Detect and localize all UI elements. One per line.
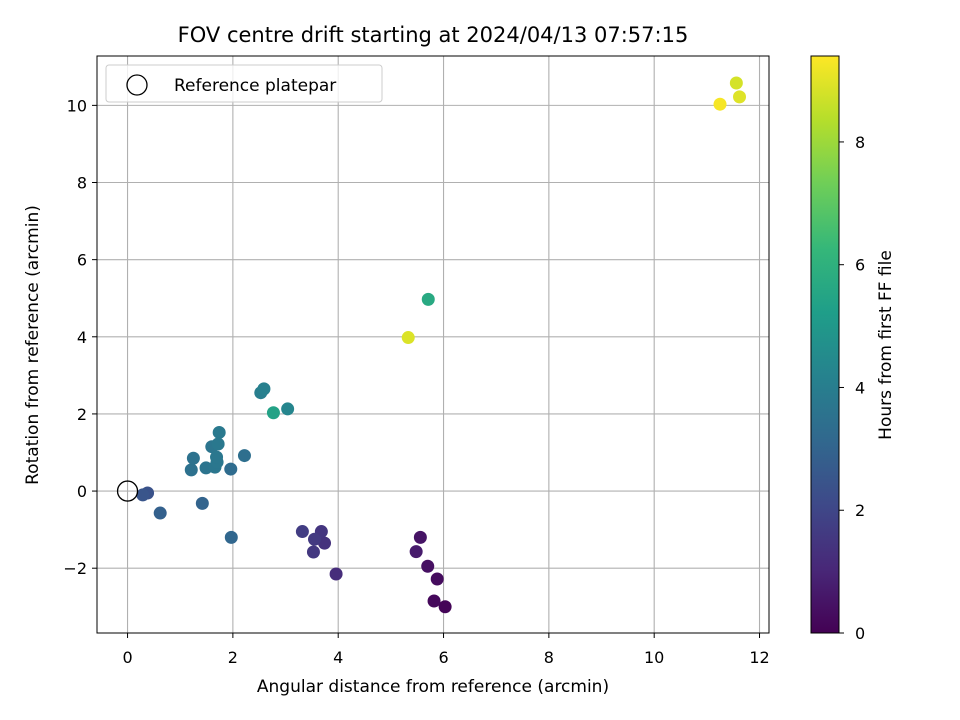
data-point xyxy=(211,437,225,451)
x-axis-ticks: 0 2 4 6 8 10 12 xyxy=(122,633,770,667)
y-tick-label: −2 xyxy=(63,559,87,578)
data-point xyxy=(430,572,444,586)
x-tick-label: 2 xyxy=(228,648,238,667)
colorbar-tick-label: 0 xyxy=(855,624,865,643)
data-point xyxy=(295,525,309,539)
data-point xyxy=(329,567,343,581)
y-axis-ticks: −2 0 2 4 6 8 10 xyxy=(63,96,97,578)
data-point xyxy=(195,496,209,510)
reference-platepar-marker xyxy=(116,480,139,502)
data-point xyxy=(733,90,747,104)
y-tick-label: 2 xyxy=(77,405,87,424)
colorbar: 0 2 4 6 8 Hours from first FF file xyxy=(810,55,896,643)
x-axis-label: Angular distance from reference (arcmin) xyxy=(257,677,609,697)
data-point xyxy=(713,97,727,111)
data-point xyxy=(318,536,332,550)
data-point xyxy=(729,76,743,90)
y-tick-label: 6 xyxy=(77,251,87,270)
y-tick-label: 10 xyxy=(67,96,87,115)
colorbar-ticks: 0 2 4 6 8 xyxy=(839,133,865,643)
data-point xyxy=(281,402,295,416)
data-point xyxy=(413,530,427,544)
data-point xyxy=(153,506,167,520)
legend: Reference platepar xyxy=(105,64,383,103)
x-tick-label: 10 xyxy=(644,648,664,667)
data-point xyxy=(308,532,322,546)
data-point xyxy=(224,530,238,544)
data-point xyxy=(401,331,415,345)
legend-box xyxy=(105,64,383,103)
colorbar-gradient xyxy=(810,55,840,634)
data-point xyxy=(212,425,226,439)
data-point xyxy=(427,594,441,608)
x-tick-label: 12 xyxy=(749,648,769,667)
y-tick-label: 0 xyxy=(77,482,87,501)
data-point xyxy=(224,462,238,476)
data-points xyxy=(136,76,747,614)
reference-marker-group xyxy=(116,480,139,502)
data-point xyxy=(438,600,452,614)
data-point xyxy=(266,406,280,420)
data-point xyxy=(136,488,150,502)
colorbar-tick-label: 2 xyxy=(855,501,865,520)
data-point xyxy=(237,449,251,463)
plot-frame xyxy=(96,55,770,634)
x-tick-label: 4 xyxy=(333,648,343,667)
data-point xyxy=(421,559,435,573)
x-tick-label: 6 xyxy=(438,648,448,667)
y-tick-label: 8 xyxy=(77,174,87,193)
legend-label: Reference platepar xyxy=(174,76,336,96)
data-point xyxy=(306,545,320,559)
data-point xyxy=(186,451,200,465)
legend-reference-marker xyxy=(126,74,148,96)
colorbar-label: Hours from first FF file xyxy=(876,250,896,440)
data-point xyxy=(421,292,435,306)
y-tick-label: 4 xyxy=(77,328,87,347)
data-point xyxy=(257,382,271,396)
x-tick-label: 8 xyxy=(544,648,554,667)
colorbar-tick-label: 4 xyxy=(855,378,865,397)
colorbar-tick-label: 6 xyxy=(855,256,865,275)
x-tick-label: 0 xyxy=(122,648,132,667)
data-point xyxy=(210,450,224,464)
data-point xyxy=(184,463,198,477)
chart-title: FOV centre drift starting at 2024/04/13 … xyxy=(178,23,689,47)
gridlines xyxy=(97,56,769,633)
colorbar-tick-label: 8 xyxy=(855,133,865,152)
data-point xyxy=(409,545,423,559)
y-axis-label: Rotation from reference (arcmin) xyxy=(23,205,43,485)
